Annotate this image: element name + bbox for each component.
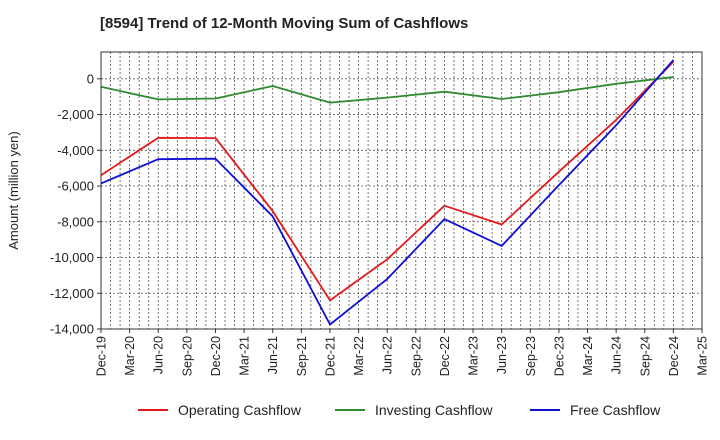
x-tick-label: Sep-22 — [409, 336, 423, 376]
legend-label: Operating Cashflow — [178, 402, 302, 418]
x-tick-label: Sep-20 — [180, 336, 194, 376]
x-tick-label: Mar-21 — [238, 336, 252, 376]
grid — [100, 52, 703, 330]
x-tick-label: Sep-24 — [638, 336, 652, 376]
y-axis-ticks: 0 -2,000 -4,000 -6,000 -8,000 -10,000 -12,000 -… — [50, 71, 101, 337]
legend-label: Investing Cashflow — [375, 402, 493, 418]
y-tick-label: -4,000 — [57, 143, 94, 158]
series-line — [100, 59, 675, 326]
x-tick-label: Dec-19 — [95, 336, 109, 376]
x-tick-label: Mar-25 — [696, 336, 710, 376]
legend: Operating Cashflow Investing Cashflow Free… — [138, 402, 661, 418]
x-tick-label: Mar-23 — [467, 336, 481, 376]
y-axis-label: Amount (million yen) — [6, 131, 21, 250]
y-tick-label: -10,000 — [50, 250, 94, 265]
x-tick-label: Dec-23 — [552, 336, 566, 376]
x-axis-ticks: Dec-19 Mar-20 Jun-20 Sep-20 Dec-20 Mar-21 Jun-… — [95, 329, 710, 376]
series-line — [100, 76, 674, 104]
x-tick-label: Dec-24 — [667, 336, 681, 376]
chart-title: [8594] Trend of 12-Month Moving Sum of C… — [100, 15, 468, 32]
y-tick-label: -12,000 — [50, 286, 94, 301]
x-tick-label: Jun-21 — [266, 336, 280, 374]
x-tick-label: Jun-22 — [381, 336, 395, 374]
y-tick-label: -2,000 — [57, 107, 94, 122]
x-tick-label: Dec-20 — [209, 336, 223, 376]
x-tick-label: Dec-22 — [438, 336, 452, 376]
y-tick-label: -8,000 — [57, 214, 94, 229]
y-tick-label: -14,000 — [50, 322, 94, 337]
x-tick-label: Jun-24 — [610, 336, 624, 374]
x-tick-label: Mar-24 — [581, 336, 595, 376]
x-tick-label: Mar-20 — [123, 336, 137, 376]
legend-label: Free Cashflow — [570, 402, 661, 418]
x-tick-label: Jun-20 — [152, 336, 166, 374]
y-tick-label: 0 — [87, 71, 94, 86]
x-tick-label: Sep-23 — [524, 336, 538, 376]
series-lines — [100, 59, 675, 326]
x-tick-label: Jun-23 — [495, 336, 509, 374]
x-tick-label: Mar-22 — [352, 336, 366, 376]
y-tick-label: -6,000 — [57, 179, 94, 194]
series-line — [100, 61, 675, 302]
x-tick-label: Dec-21 — [323, 336, 337, 376]
x-tick-label: Sep-21 — [295, 336, 309, 376]
plot-frame — [100, 51, 703, 330]
